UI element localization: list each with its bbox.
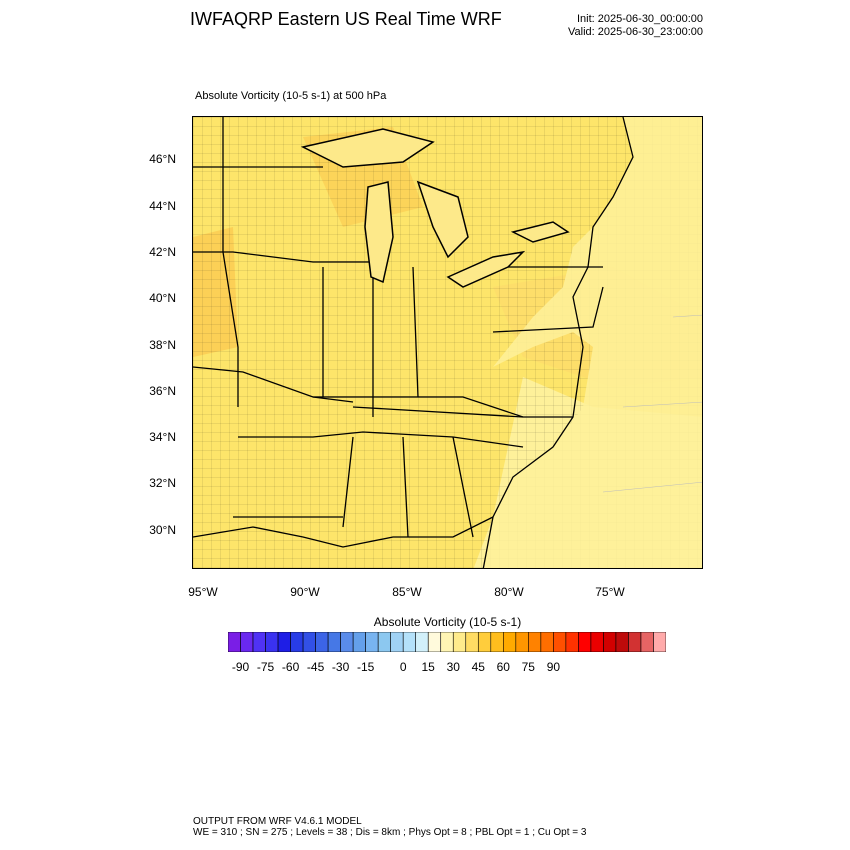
colorbar-swatch: [515, 631, 529, 653]
colorbar-label: 0: [399, 660, 407, 674]
model-footer: OUTPUT FROM WRF V4.6.1 MODEL WE = 310 ; …: [193, 816, 586, 838]
lake-michigan: [364, 181, 394, 284]
colorbar-label: -15: [357, 660, 375, 674]
colorbar-swatch: [427, 631, 442, 653]
field-label: Absolute Vorticity (10-5 s-1) at 500 hPa: [195, 90, 387, 102]
colorbar-swatch: [277, 631, 291, 653]
colorbar-swatch: [440, 631, 454, 653]
colorbar-swatch: [540, 631, 554, 653]
init-time: Init: 2025-06-30_00:00:00: [577, 13, 703, 25]
run-times: Init: 2025-06-30_00:00:00 Valid: 2025-06…: [568, 13, 703, 39]
lat-tick-label: 30°N: [149, 523, 176, 537]
colorbar-label: 90: [546, 660, 561, 674]
colorbar: [227, 631, 667, 653]
colorbar-label: -90: [231, 660, 250, 674]
colorbar-label: 60: [496, 660, 510, 674]
colorbar-swatch: [390, 631, 404, 653]
model-config: WE = 310 ; SN = 275 ; Levels = 38 ; Dis …: [193, 827, 587, 838]
colorbar-swatch: [640, 631, 654, 653]
colorbar-label: 45: [471, 660, 485, 674]
lon-tick-label: 75°W: [595, 585, 625, 599]
lake-erie: [446, 250, 526, 288]
colorbar-swatch: [503, 631, 517, 653]
lon-tick-label: 95°W: [188, 585, 218, 599]
colorbar-swatch: [477, 631, 492, 653]
colorbar-label: -75: [256, 660, 275, 674]
colorbar-swatch: [327, 631, 341, 653]
colorbar-swatch: [340, 631, 354, 653]
graticule: [602, 314, 702, 493]
colorbar-swatch: [240, 631, 254, 653]
colorbar-swatch: [290, 631, 304, 653]
valid-time: Valid: 2025-06-30_23:00:00: [568, 26, 703, 38]
colorbar-swatch: [528, 631, 542, 653]
ocean-mask: [483, 117, 702, 568]
coastline: [482, 117, 634, 568]
colorbar-swatch: [402, 631, 417, 653]
colorbar-swatch: [415, 631, 429, 653]
colorbar-swatch: [352, 631, 366, 653]
lat-tick-label: 46°N: [149, 152, 176, 166]
colorbar-swatch: [452, 631, 467, 653]
colorbar-label: -60: [281, 660, 300, 674]
vorticity-map: [192, 116, 703, 569]
colorbar-swatch: [615, 631, 629, 653]
colorbar-swatch: [302, 631, 316, 653]
colorbar-label: 30: [446, 660, 460, 674]
lat-tick-label: 44°N: [149, 199, 176, 213]
lat-tick-label: 42°N: [149, 245, 176, 259]
colorbar-swatch: [628, 631, 642, 653]
gulf-coastline: [193, 516, 494, 548]
map-canvas: [193, 117, 702, 568]
lat-tick-label: 36°N: [149, 384, 176, 398]
colorbar-swatch: [565, 631, 579, 653]
colorbar-label: -45: [306, 660, 325, 674]
colorbar-label: -30: [331, 660, 350, 674]
lake-huron: [416, 180, 469, 259]
lon-tick-label: 90°W: [290, 585, 320, 599]
colorbar-swatch: [490, 631, 504, 653]
lon-tick-label: 85°W: [392, 585, 422, 599]
lon-tick-label: 80°W: [494, 585, 524, 599]
lat-tick-label: 40°N: [149, 291, 176, 305]
colorbar-swatch: [653, 631, 667, 653]
colorbar-swatch: [465, 631, 479, 653]
colorbar-label: 75: [521, 660, 535, 674]
lat-tick-label: 34°N: [149, 430, 176, 444]
colorbar-swatches: [227, 631, 667, 653]
colorbar-label: 15: [421, 660, 435, 674]
colorbar-swatch: [265, 631, 279, 653]
colorbar-swatch: [578, 631, 592, 653]
colorbar-swatch: [252, 631, 266, 653]
colorbar-swatch: [365, 631, 379, 653]
colorbar-title: Absolute Vorticity (10-5 s-1): [373, 615, 522, 629]
lake-ontario: [510, 221, 570, 243]
lake-superior: [300, 128, 435, 168]
model-version: OUTPUT FROM WRF V4.6.1 MODEL: [193, 816, 362, 827]
lat-tick-label: 32°N: [149, 476, 176, 490]
colorbar-swatch: [315, 631, 329, 653]
lat-tick-label: 38°N: [149, 338, 176, 352]
colorbar-swatch: [227, 631, 241, 653]
colorbar-swatch: [590, 631, 604, 653]
great-lakes: [300, 128, 570, 288]
colorbar-swatch: [377, 631, 391, 653]
state-boundaries: [193, 117, 604, 538]
plot-title: IWFAQRP Eastern US Real Time WRF: [190, 9, 502, 29]
colorbar-swatch: [603, 631, 617, 653]
colorbar-swatch: [553, 631, 567, 653]
